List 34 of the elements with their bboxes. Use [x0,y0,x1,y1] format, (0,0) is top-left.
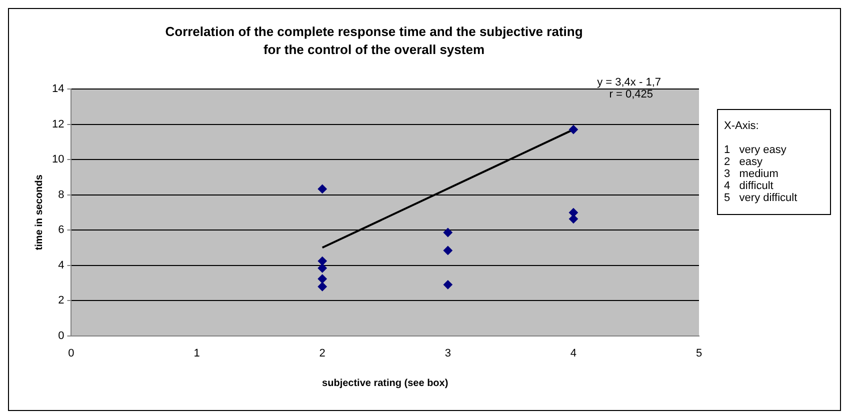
point [568,125,578,134]
y-tick-label: 4 [58,259,64,272]
text: 5 very difficult [724,192,798,204]
text: X-Axis: [724,120,760,132]
point [318,264,327,273]
point [443,228,452,237]
text: y = 3,4x - 1,7 [597,76,661,89]
x-axis-title: subjective rating (see box) [322,378,448,389]
x-tick-label: 5 [696,347,702,360]
y-tick-label: 14 [52,83,64,96]
x-tick-label: 3 [444,347,451,360]
point [318,256,327,266]
annotation: r = 0,425 [609,88,653,101]
y-tick-label: 0 [58,330,64,342]
x-tick-label: 2 [319,347,326,360]
point [443,246,452,255]
text: 4 difficult [724,180,774,192]
point [318,274,327,284]
y-tick-label: 12 [52,118,64,130]
text: 1 very easy [724,144,788,156]
x-tick-label: 4 [570,347,577,360]
point [318,282,327,292]
y-tick-label: 8 [58,188,64,201]
text: 2 easy [724,156,764,168]
chart-title: Correlation of the complete response time and the subjective rating for the control of the overall system [164,23,584,59]
y-tick-label: 10 [52,154,64,166]
y-tick-label: 6 [58,224,64,236]
x-tick-label: 0 [68,347,74,360]
x-tick-label: 1 [194,347,200,360]
y-tick-label: 2 [58,294,64,307]
y-axis-title: time in seconds [34,174,45,250]
text: 3 medium [724,168,780,180]
point [318,184,327,194]
point [443,280,452,290]
